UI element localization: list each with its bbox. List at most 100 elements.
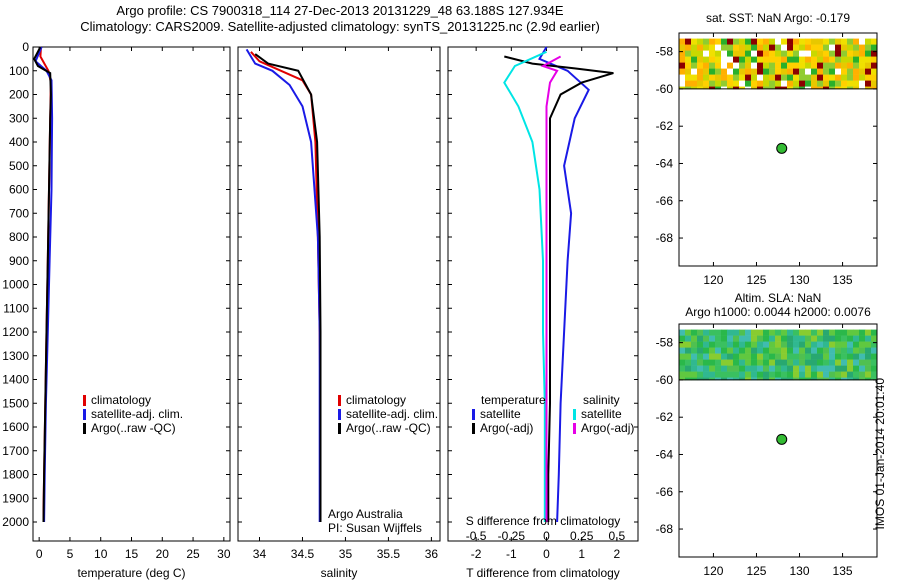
map-cell-sla_map	[847, 359, 854, 366]
map-cell-sst_map	[835, 68, 842, 75]
map-cell-sla_map	[715, 365, 722, 372]
map-cell-sla_map	[691, 347, 698, 354]
map-cell-sla_map	[829, 353, 836, 360]
map-cell-sst_map	[697, 56, 704, 63]
map-cell-sla_map	[859, 353, 866, 360]
map-cell-sst_map	[715, 86, 722, 90]
map-cell-sla_map	[871, 371, 878, 378]
map-cell-sst_map	[745, 86, 752, 90]
map-cell-sla_map	[871, 347, 878, 354]
map-cell-sla_map	[829, 347, 836, 354]
map-cell-sla_map	[697, 347, 704, 354]
map-cell-sst_map	[847, 62, 854, 69]
map-cell-sst_map	[829, 86, 836, 90]
legend-label-salinity: Argo(..raw -QC)	[346, 421, 431, 435]
map-cell-sst_map	[685, 38, 692, 45]
map-cell-sst_map	[805, 86, 812, 90]
map-cell-sst_map	[709, 50, 716, 57]
map-cell-sst_map	[829, 44, 836, 51]
plot-frame-temperature	[32, 46, 231, 542]
map-cell-sst_map	[709, 38, 716, 45]
map-cell-sla_map	[835, 329, 842, 336]
map-cell-sst_map	[865, 62, 872, 69]
map-cell-sla_map	[721, 353, 728, 360]
map-cell-sla_map	[859, 335, 866, 342]
map-cell-sla_map	[799, 329, 806, 336]
map-cell-sst_map	[727, 44, 734, 51]
legend-label-diff-s-argo: Argo(-adj)	[581, 421, 634, 435]
map-cell-sla_map	[811, 341, 818, 348]
map-cell-sla_map	[721, 365, 728, 372]
map-cell-sla_map	[793, 371, 800, 378]
map-cell-sla_map	[847, 371, 854, 378]
map-cell-sla_map	[781, 371, 788, 378]
map-cell-sla_map	[679, 335, 686, 342]
map-cell-sla_map	[703, 341, 710, 348]
map-cell-sst_map	[733, 62, 740, 69]
map-cell-sla_map	[727, 341, 734, 348]
map-cell-sst_map	[733, 86, 740, 90]
map-cell-sst_map	[691, 68, 698, 75]
map-cell-sst_map	[769, 80, 776, 87]
map-cell-sst_map	[703, 56, 710, 63]
map-cell-sla_map	[817, 353, 824, 360]
legend-swatch-temperature	[83, 395, 86, 406]
map-cell-sla_map	[697, 353, 704, 360]
map-cell-sla_map	[817, 329, 824, 336]
map-cell-sst_map	[739, 74, 746, 81]
map-cell-sla_map	[703, 329, 710, 336]
x-tick-label-temperature: 25	[186, 547, 200, 561]
map-cell-sst_map	[757, 50, 764, 57]
map-cell-sla_map	[811, 359, 818, 366]
map-cell-sst_map	[871, 44, 878, 51]
map-cell-sst_map	[697, 44, 704, 51]
map-cell-sla_map	[757, 329, 764, 336]
map-cell-sst_map	[709, 44, 716, 51]
map-cell-sla_map	[703, 335, 710, 342]
map-cell-sla_map	[709, 359, 716, 366]
map-cell-sst_map	[775, 38, 782, 45]
map-cell-sla_map	[823, 359, 830, 366]
map-cell-sst_map	[787, 80, 794, 87]
map-cell-sst_map	[853, 80, 860, 87]
map-cell-sla_map	[787, 359, 794, 366]
map-cell-sst_map	[793, 74, 800, 81]
map-cell-sla_map	[769, 371, 776, 378]
map-cell-sst_map	[775, 56, 782, 63]
map-cell-sst_map	[757, 68, 764, 75]
map-cell-sla_map	[709, 371, 716, 378]
map-cell-sla_map	[733, 359, 740, 366]
map-title-sla: Altim. SLA: NaN	[735, 291, 822, 305]
legend-label-diff-t-argo: Argo(-adj)	[480, 421, 533, 435]
map-cell-sla_map	[697, 335, 704, 342]
map-cell-sla_map	[787, 371, 794, 378]
y-tick-label: 600	[9, 183, 29, 197]
map-cell-sst_map	[805, 56, 812, 63]
map-cell-sla_map	[727, 329, 734, 336]
map-cell-sla_map	[739, 353, 746, 360]
map-cell-sla_map	[733, 365, 740, 372]
map-x-tick-label-sst_map: 135	[833, 273, 853, 287]
map-cell-sst_map	[721, 68, 728, 75]
map-cell-sst_map	[727, 68, 734, 75]
map-cell-sla_map	[769, 377, 776, 381]
map-cell-sla_map	[799, 335, 806, 342]
map-cell-sla_map	[781, 359, 788, 366]
y-tick-label: 1200	[2, 325, 29, 339]
map-cell-sla_map	[847, 341, 854, 348]
map-cell-sst_map	[715, 74, 722, 81]
map-cell-sst_map	[697, 80, 704, 87]
map-cell-sst_map	[781, 80, 788, 87]
map-cell-sla_map	[727, 365, 734, 372]
series-line-salinity	[245, 48, 321, 522]
map-cell-sst_map	[763, 56, 770, 63]
map-cell-sst_map	[835, 56, 842, 63]
map-cell-sla_map	[793, 359, 800, 366]
header-line-2: Climatology: CARS2009. Satellite-adjuste…	[80, 19, 600, 34]
map-cell-sst_map	[787, 50, 794, 57]
map-cell-sst_map	[871, 62, 878, 69]
map-cell-sla_map	[721, 335, 728, 342]
map-y-tick-label-sla_map: -60	[656, 373, 674, 387]
map-cell-sst_map	[775, 44, 782, 51]
map-cell-sst_map	[847, 80, 854, 87]
